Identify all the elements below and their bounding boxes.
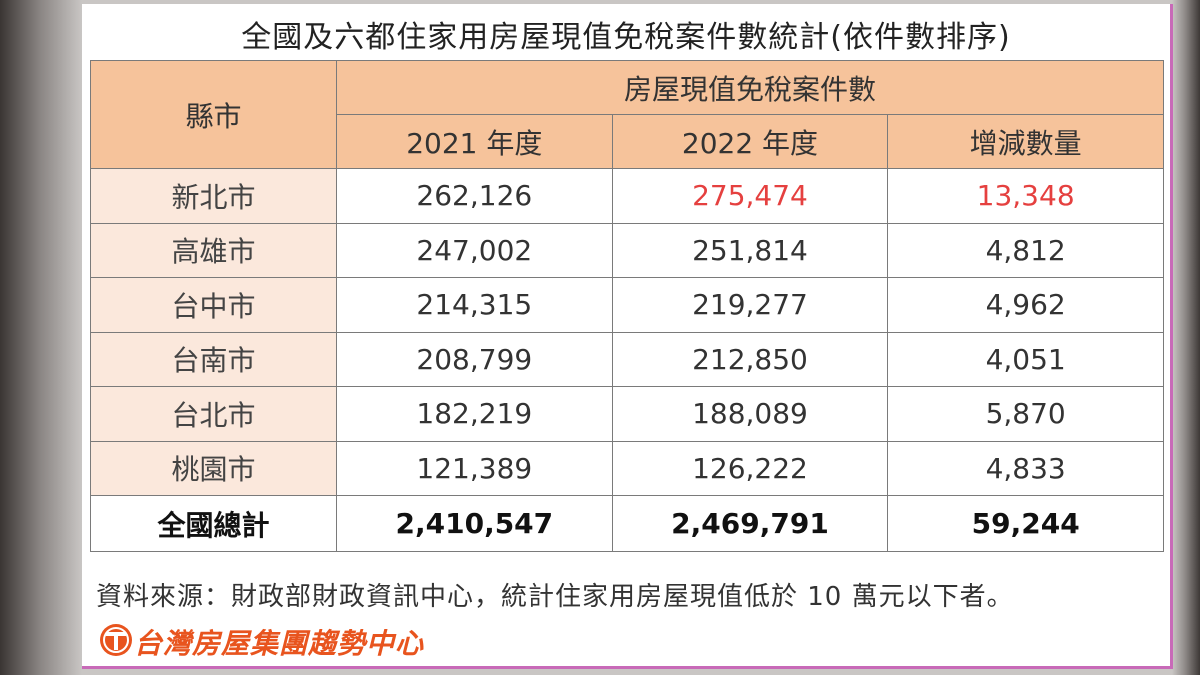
header-city: 縣市 (90, 60, 337, 169)
brand-name: 台灣房屋集團趨勢中心 (134, 627, 425, 660)
value-2021-cell: 247,002 (336, 222, 613, 278)
table-row: 新北市 262,126 275,474 13,348 (90, 168, 1164, 224)
city-cell: 台北市 (90, 386, 337, 442)
change-cell: 4,051 (887, 331, 1164, 387)
value-2022-cell: 188,089 (611, 386, 889, 442)
header-2021: 2021 年度 (336, 114, 613, 169)
value-2022-cell: 126,222 (611, 440, 889, 496)
table-row: 台北市 182,219 188,089 5,870 (90, 386, 1164, 442)
infographic-card: 全國及六都住家用房屋現值免稅案件數統計(依件數排序) 縣市 房屋現值免稅案件數 … (82, 4, 1173, 669)
total-2022-cell: 2,469,791 (611, 495, 889, 552)
table-row: 台南市 208,799 212,850 4,051 (90, 331, 1164, 387)
city-cell: 新北市 (90, 168, 337, 224)
table-row: 高雄市 247,002 251,814 4,812 (90, 222, 1164, 278)
tax-exemption-table: 縣市 房屋現值免稅案件數 2021 年度 2022 年度 增減數量 新北市 26… (90, 60, 1164, 552)
value-2021-cell: 208,799 (336, 331, 613, 387)
value-2022-cell: 219,277 (611, 277, 889, 333)
taiwan-realty-logo-icon (98, 622, 134, 662)
total-label-cell: 全國總計 (90, 495, 337, 552)
value-2021-cell: 182,219 (336, 386, 613, 442)
value-2022-cell: 212,850 (611, 331, 889, 387)
brand-footer: 台灣房屋集團趨勢中心 (98, 622, 424, 662)
total-2021-cell: 2,410,547 (336, 495, 613, 552)
change-cell: 5,870 (887, 386, 1164, 442)
city-cell: 台中市 (90, 277, 337, 333)
page-title: 全國及六都住家用房屋現值免稅案件數統計(依件數排序) (241, 20, 1011, 55)
city-cell: 桃園市 (90, 440, 337, 496)
value-2022-cell: 251,814 (611, 222, 889, 278)
value-2021-cell: 214,315 (336, 277, 613, 333)
header-change: 增減數量 (887, 114, 1164, 169)
value-2021-cell: 121,389 (336, 440, 613, 496)
change-cell: 4,962 (887, 277, 1164, 333)
table-row: 桃園市 121,389 126,222 4,833 (90, 440, 1164, 496)
city-cell: 台南市 (90, 331, 337, 387)
table-header-row: 縣市 房屋現值免稅案件數 (90, 60, 1164, 169)
table-subheader-row: 2021 年度 2022 年度 增減數量 (91, 114, 1164, 169)
change-cell: 4,833 (887, 440, 1164, 496)
change-cell: 4,812 (887, 222, 1164, 278)
header-group: 房屋現值免稅案件數 (336, 60, 1164, 115)
header-2022: 2022 年度 (611, 114, 889, 169)
change-cell: 13,348 (887, 168, 1164, 224)
table-total-row: 全國總計 2,410,547 2,469,791 59,244 (90, 495, 1164, 552)
value-2021-cell: 262,126 (336, 168, 613, 224)
table-row: 台中市 214,315 219,277 4,962 (90, 277, 1164, 333)
value-2022-cell: 275,474 (611, 168, 889, 224)
total-change-cell: 59,244 (887, 495, 1164, 552)
city-cell: 高雄市 (90, 222, 337, 278)
source-note: 資料來源：財政部財政資訊中心，統計住家用房屋現值低於 10 萬元以下者。 (96, 582, 1014, 612)
